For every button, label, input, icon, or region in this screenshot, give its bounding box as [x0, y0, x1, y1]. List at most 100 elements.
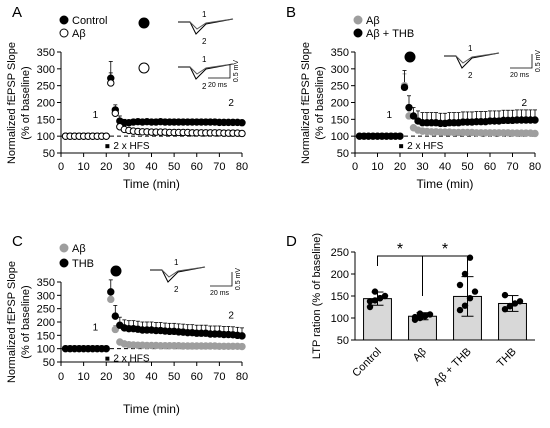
trace-legend-marker — [138, 17, 150, 29]
panel-label: A — [12, 4, 22, 21]
chart-panel-c: C0 10 20 30 40 50 60 70 8050100150200250300350Ti… — [6, 233, 248, 416]
fepsp-trace — [444, 52, 500, 69]
data-point — [238, 129, 246, 138]
x-tick-label: 40 — [439, 161, 451, 173]
y-tick-label: 250 — [37, 81, 55, 93]
data-point — [107, 79, 115, 87]
data-point — [421, 313, 429, 320]
data-point — [405, 103, 413, 112]
data-point — [371, 297, 379, 304]
x-tick-label: 60 — [484, 161, 496, 173]
x-axis-label: Time (min) — [417, 177, 474, 191]
hfs-marker — [399, 144, 404, 149]
data-point — [516, 298, 524, 305]
y-tick-label: 100 — [37, 131, 55, 143]
legend-marker — [59, 28, 69, 38]
x-tick-label: 10 — [78, 161, 90, 173]
x-tick-label: 30 — [123, 371, 135, 383]
data-point — [371, 288, 379, 295]
y-axis-label: Normalized fEPSP Slope — [6, 261, 18, 383]
y-tick-label: 150 — [37, 330, 55, 342]
data-point — [411, 313, 419, 321]
scale-bar-voltage: 0.5 mV — [233, 60, 240, 83]
data-point — [461, 270, 469, 278]
x-tick-label: 0 — [58, 371, 64, 383]
data-point — [107, 288, 115, 296]
panel-label: C — [12, 233, 23, 250]
fepsp-trace-after — [161, 266, 206, 278]
time-point-1-label: 1 — [93, 110, 99, 121]
time-point-2-label: 2 — [228, 98, 234, 109]
data-point — [376, 295, 384, 302]
data-point — [531, 116, 539, 124]
y-tick-label: 50 — [337, 148, 349, 160]
data-point — [416, 314, 424, 322]
chart-panel-a: A 0 10 20 30 40 50 60 70 80 50 100 150 200 250 300 350 Ti… — [6, 4, 248, 191]
y-tick-label: 350 — [37, 277, 55, 289]
scale-bar — [510, 54, 533, 69]
y-tick-label: 350 — [37, 47, 55, 59]
x-tick-label: 20 — [394, 161, 406, 173]
x-tick-label: 50 — [461, 161, 473, 173]
fepsp-trace — [178, 18, 234, 35]
trace-label-1: 1 — [202, 10, 207, 19]
y-tick-label: 50 — [43, 148, 55, 160]
data-point — [102, 344, 110, 353]
legend-label: Aβ — [72, 243, 86, 255]
data-point — [107, 295, 115, 304]
legend-marker — [59, 15, 69, 25]
x-tick-label: 10 — [371, 161, 383, 173]
y-tick-label: 50 — [43, 357, 55, 369]
legend-label: Control — [72, 15, 107, 27]
x-tick-label: 50 — [168, 371, 180, 383]
y-tick-label: 200 — [331, 98, 349, 110]
category-label: Control — [350, 346, 384, 380]
x-tick-label: 40 — [145, 161, 157, 173]
y-tick-label: 350 — [331, 47, 349, 59]
significance-bracket — [422, 255, 468, 296]
x-tick-label: 80 — [236, 371, 248, 383]
data-point — [471, 288, 479, 295]
x-tick-label: 30 — [416, 161, 428, 173]
y-axis-label: Normalized fEPSP Slope — [300, 42, 312, 164]
category-label: Aβ — [411, 346, 429, 364]
y-tick-label: 150 — [331, 114, 349, 126]
x-axis-label: Time (min) — [123, 402, 180, 416]
data-point — [400, 83, 409, 92]
data-point — [501, 291, 509, 299]
y-axis-label: Normalized fEPSP Slope — [6, 42, 18, 164]
y-tick-label: 300 — [37, 290, 55, 302]
fepsp-trace — [150, 266, 206, 283]
x-tick-label: 60 — [191, 371, 203, 383]
x-tick-label: 80 — [529, 161, 541, 173]
x-axis-label: Time (min) — [123, 177, 180, 191]
x-tick-label: 20 — [100, 371, 112, 383]
y-tick-label: 50 — [337, 335, 349, 347]
y-tick-label: 250 — [37, 304, 55, 316]
data-point — [111, 325, 120, 334]
y-axis-label-units: (% of baseline) — [20, 285, 32, 358]
trace-legend-marker — [138, 62, 150, 74]
fepsp-trace — [178, 63, 234, 80]
data-point — [501, 306, 509, 313]
data-point — [461, 302, 469, 309]
data-point — [238, 119, 246, 127]
panel-label: B — [286, 4, 296, 21]
trace-label-2: 2 — [468, 71, 473, 80]
y-tick-label: 300 — [37, 64, 55, 76]
chart-panel-d: D 50 100 150 200 250 LTP ration (% of baseline… — [286, 233, 535, 388]
x-tick-label: 70 — [213, 371, 225, 383]
data-point — [409, 112, 418, 120]
hfs-marker — [105, 144, 110, 149]
fepsp-trace-after — [189, 18, 234, 30]
panel-label: D — [286, 233, 297, 250]
time-point-2-label: 2 — [228, 311, 234, 322]
x-tick-label: 70 — [506, 161, 518, 173]
data-point — [366, 298, 374, 305]
trace-legend-marker — [404, 51, 416, 63]
x-tick-label: 70 — [213, 161, 225, 173]
legend-marker — [59, 243, 69, 253]
significance-marker: * — [442, 241, 448, 258]
x-tick-label: 0 — [352, 161, 358, 173]
